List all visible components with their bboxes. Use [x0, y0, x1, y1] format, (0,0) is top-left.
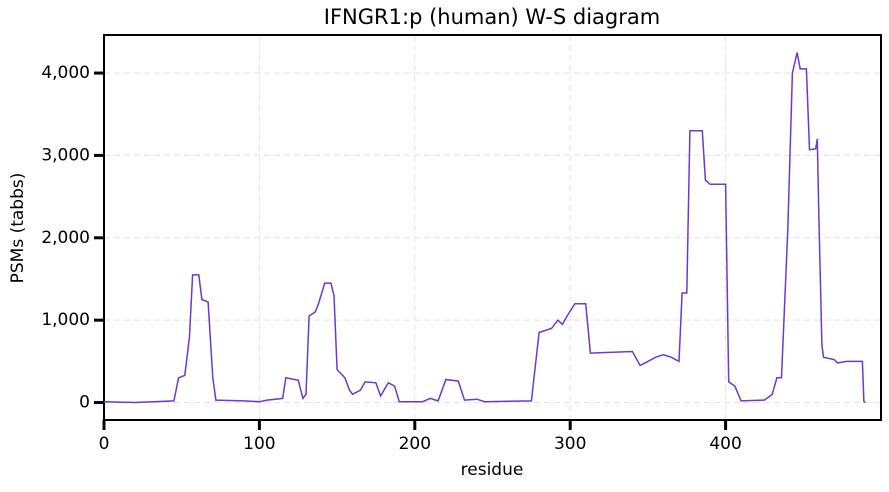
y-tick-label: 4,000	[41, 63, 90, 83]
y-tick-label: 0	[79, 393, 90, 413]
y-axis-label: PSMs (tabbs)	[8, 173, 28, 284]
x-tick-label: 200	[399, 434, 431, 454]
chart-title: IFNGR1:p (human) W-S diagram	[324, 5, 660, 29]
plot-frame	[103, 34, 882, 421]
y-tick-label: 1,000	[41, 310, 90, 330]
y-tick-label: 3,000	[41, 145, 90, 165]
x-tick-label: 300	[554, 434, 586, 454]
data-line	[103, 52, 866, 404]
y-tick-label: 2,000	[41, 228, 90, 248]
x-tick-label: 100	[243, 434, 275, 454]
x-tick-label: 400	[709, 434, 741, 454]
x-tick-label: 0	[99, 434, 110, 454]
x-axis-label: residue	[461, 460, 524, 480]
